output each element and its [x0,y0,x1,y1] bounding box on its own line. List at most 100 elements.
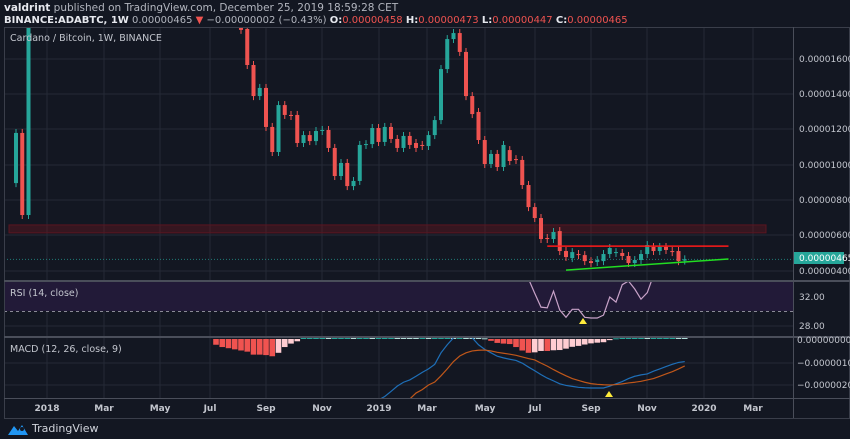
price-change: −0.00000002 (−0.43%) [206,15,327,26]
candle [464,47,468,101]
price-tick: 0.00000400 [799,267,850,277]
macd-histogram-bar [231,339,238,350]
time-axis-label: 2019 [366,404,391,414]
macd-histogram-bar [225,339,232,349]
macd-histogram-bar [425,338,432,339]
candle [382,122,387,146]
price-axis[interactable]: 0.00001600 0.00001400 0.00001200 0.00001… [794,55,850,277]
candle [301,131,306,148]
candle-body [414,143,418,148]
time-axis-label: Nov [637,404,657,414]
macd-histogram-bar [594,339,601,343]
macd-histogram-bar [275,339,282,353]
price-tick: 0.00001600 [799,55,850,65]
candle-body [239,28,243,30]
candle-body [389,126,393,139]
time-axis-label: Sep [256,404,276,414]
candle [651,242,656,256]
open-value: 0.00000458 [342,15,403,26]
rsi-axis[interactable]: 32.00 28.00 [799,293,825,332]
candle [589,257,593,268]
candle-body [326,129,331,148]
candle [570,248,575,263]
candle [357,140,362,185]
candle [551,227,556,244]
candle [439,65,443,125]
candle-body [495,153,500,168]
candle [451,29,456,44]
candle [520,155,525,190]
time-axis-label: Jul [203,404,217,414]
candle-body [614,252,618,254]
price-tick: 0.00000600 [799,231,850,241]
candle-body [645,245,650,255]
candle [395,134,400,152]
candle-body [657,246,662,252]
candle-body [351,180,356,187]
price-tick: 0.00001000 [799,161,850,171]
candle-body [489,153,493,165]
candle-body [576,254,581,256]
candle [507,146,512,166]
candle [582,251,587,266]
macd-histogram-bar [256,339,263,355]
candle-body [401,135,406,148]
macd-histogram-bar [306,338,313,339]
macd-histogram-bar [456,338,463,339]
candle-body [251,65,256,97]
candle [257,83,262,101]
candle [282,101,287,119]
change-down-icon: ▼ [195,15,204,26]
brand-name: TradingView [32,422,99,435]
candle-body [301,135,306,144]
macd-histogram-bar [250,339,257,355]
time-axis[interactable]: 2018 Mar May Jul Sep Nov 2019 Mar May Jul Sep Nov 20… [34,404,763,414]
macd-histogram-bar [344,338,351,339]
macd-tick: −0.00000100 [797,359,850,369]
macd-histogram-bar [369,338,376,339]
candle [470,92,475,119]
candle-body [432,120,437,136]
candle [307,131,312,146]
candle-body [320,129,325,132]
candle [370,124,375,149]
candle-body [26,28,31,216]
macd-pane-title: MACD (12, 26, close, 9) [10,344,122,355]
candle [295,110,300,148]
candle-body [420,144,425,147]
tradingview-logo[interactable]: TradingView [8,422,98,435]
candle [620,248,625,260]
candle-body [14,132,18,184]
macd-histogram-bar [675,338,682,339]
candle [345,158,350,191]
macd-histogram-bar [294,339,301,342]
candle [639,250,643,265]
candle-body [526,185,531,208]
macd-histogram-bar [500,339,507,344]
candle [682,255,687,265]
macd-histogram-bar [488,339,494,341]
candle-body [439,69,443,121]
candle [457,29,462,56]
candle-body [582,255,587,262]
macd-histogram-bar [506,339,513,345]
macd-histogram-bar [475,338,482,339]
macd-histogram-bar [600,339,607,343]
macd-histogram-bar [463,338,469,339]
macd-axis[interactable]: 0.00000000 −0.00000100 −0.00000200 [797,336,850,391]
candle [482,136,487,169]
time-axis-label: May [150,404,171,414]
candle-body [264,87,268,127]
candle [557,227,562,256]
candle [657,242,662,256]
author-name[interactable]: valdrint [4,2,51,14]
candle [401,131,406,152]
time-axis-label: Mar [417,404,437,414]
candle [445,35,450,74]
candle-body [276,105,281,153]
candle-body [289,114,293,117]
macd-line [380,338,685,398]
candle-body [564,251,568,258]
candle-body [314,131,318,142]
